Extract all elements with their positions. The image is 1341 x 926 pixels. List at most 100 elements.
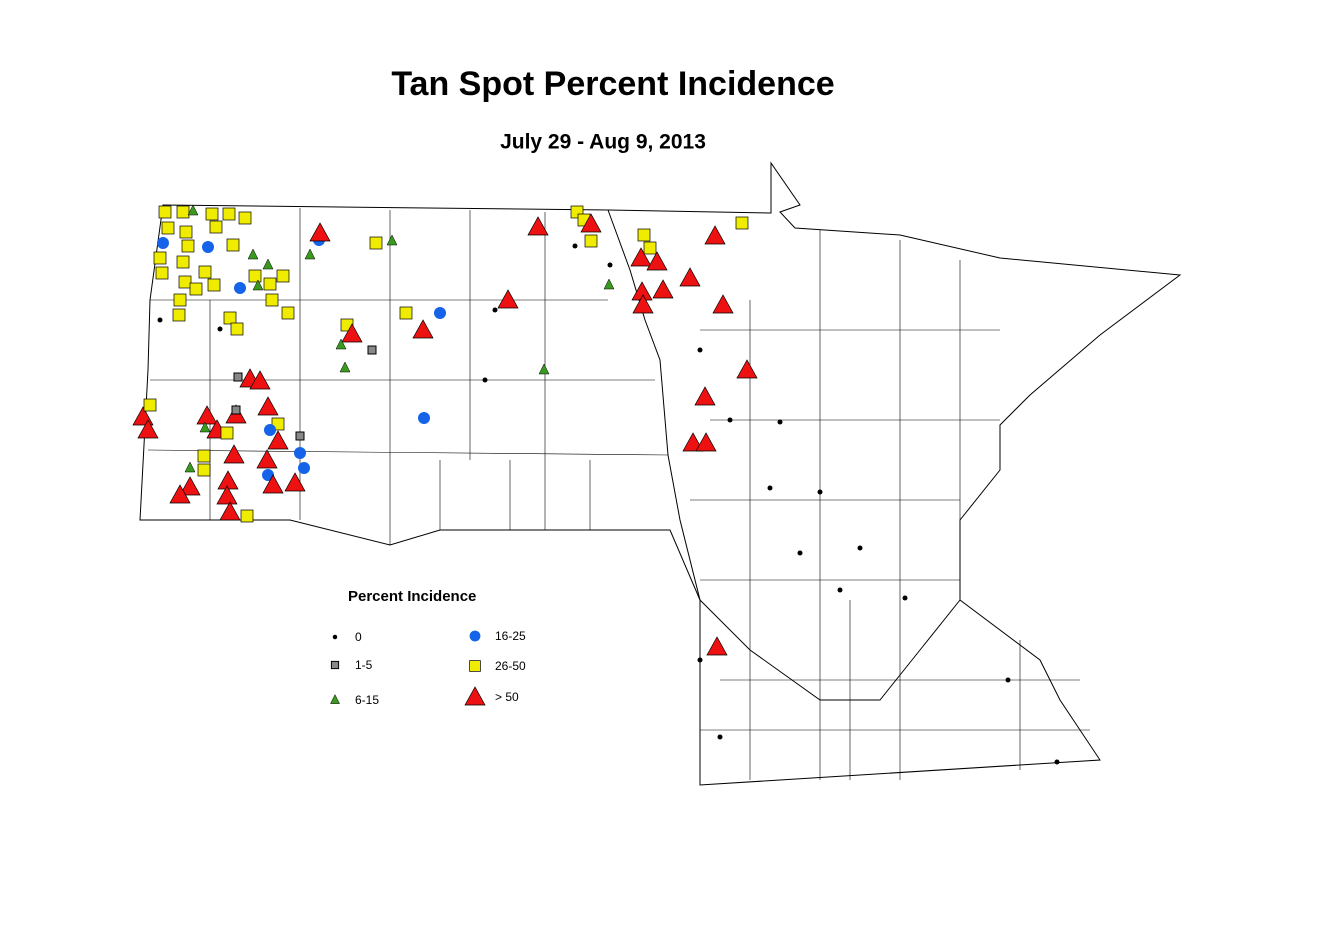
site-triangle bbox=[538, 363, 550, 375]
site-dot bbox=[492, 307, 498, 313]
site-square bbox=[179, 225, 193, 239]
site-square bbox=[197, 449, 211, 463]
site-dot bbox=[572, 243, 578, 249]
site-dot bbox=[767, 485, 773, 491]
legend-label: 6-15 bbox=[355, 693, 379, 707]
site-square bbox=[155, 266, 169, 280]
site-square bbox=[198, 265, 212, 279]
site-dot bbox=[157, 317, 163, 323]
legend-items: 0 1-5 6-15 16-25 26-50 > 50 bbox=[330, 629, 526, 707]
counties bbox=[147, 208, 1090, 780]
site-triangle bbox=[262, 474, 284, 494]
site-square bbox=[469, 660, 481, 672]
site-triangle bbox=[527, 216, 549, 236]
site-dot bbox=[717, 734, 723, 740]
river-border bbox=[699, 599, 961, 701]
site-square bbox=[240, 509, 254, 523]
site-circle bbox=[469, 630, 481, 642]
legend: Percent Incidence 0 1-5 6-15 16-25 26-50 > 50 bbox=[330, 588, 526, 707]
site-square bbox=[276, 269, 290, 283]
site-circle bbox=[434, 307, 446, 319]
site-circle bbox=[264, 424, 276, 436]
site-triangle bbox=[695, 432, 717, 452]
region-outline bbox=[139, 161, 1182, 786]
site-circle bbox=[294, 447, 306, 459]
site-triangle bbox=[497, 289, 519, 309]
site-square bbox=[248, 269, 262, 283]
site-square bbox=[367, 345, 377, 355]
site-triangle bbox=[137, 419, 159, 439]
site-circle bbox=[157, 237, 169, 249]
site-square bbox=[158, 205, 172, 219]
site-triangle bbox=[169, 484, 191, 504]
site-triangle bbox=[682, 432, 704, 452]
legend-title: Percent Incidence bbox=[348, 588, 476, 605]
site-triangle bbox=[304, 248, 316, 260]
site-circle bbox=[202, 241, 214, 253]
site-triangle bbox=[257, 396, 279, 416]
site-square bbox=[143, 398, 157, 412]
site-triangle bbox=[267, 430, 289, 450]
site-triangle bbox=[712, 294, 734, 314]
site-triangle bbox=[309, 222, 331, 242]
site-triangle bbox=[252, 279, 264, 291]
site-square bbox=[226, 238, 240, 252]
markers bbox=[132, 204, 1060, 765]
state-borders bbox=[139, 161, 1182, 786]
site-dot bbox=[837, 587, 843, 593]
site-triangle bbox=[704, 225, 726, 245]
subtitle: July 29 - Aug 9, 2013 bbox=[500, 131, 706, 154]
site-square bbox=[369, 236, 383, 250]
site-dot bbox=[607, 262, 613, 268]
site-triangle bbox=[632, 294, 654, 314]
site-square bbox=[209, 220, 223, 234]
site-square bbox=[263, 277, 277, 291]
site-square bbox=[238, 211, 252, 225]
site-dot bbox=[1005, 677, 1011, 683]
site-dot bbox=[797, 550, 803, 556]
site-triangle bbox=[249, 370, 271, 390]
river-border bbox=[607, 209, 701, 601]
site-square bbox=[173, 293, 187, 307]
legend-label: 16-25 bbox=[495, 629, 526, 643]
site-square bbox=[207, 278, 221, 292]
site-dot bbox=[902, 595, 908, 601]
site-circle bbox=[234, 282, 246, 294]
site-square bbox=[231, 405, 241, 415]
legend-label: 26-50 bbox=[495, 659, 526, 673]
site-square bbox=[222, 207, 236, 221]
site-triangle bbox=[196, 405, 218, 425]
site-triangle bbox=[679, 267, 701, 287]
legend-label: > 50 bbox=[495, 690, 519, 704]
site-square bbox=[197, 463, 211, 477]
site-square bbox=[181, 239, 195, 253]
site-square bbox=[153, 251, 167, 265]
site-triangle bbox=[262, 258, 274, 270]
site-triangle bbox=[219, 501, 241, 521]
site-square bbox=[205, 207, 219, 221]
site-triangle bbox=[694, 386, 716, 406]
site-triangle bbox=[646, 251, 668, 271]
site-triangle bbox=[736, 359, 758, 379]
site-triangle bbox=[412, 319, 434, 339]
site-square bbox=[735, 216, 749, 230]
county-line bbox=[147, 449, 669, 456]
site-square bbox=[230, 322, 244, 336]
site-dot bbox=[482, 377, 488, 383]
site-square bbox=[295, 431, 305, 441]
site-triangle bbox=[464, 686, 486, 706]
site-triangle bbox=[216, 485, 238, 505]
site-triangle bbox=[179, 476, 201, 496]
site-triangle bbox=[217, 470, 239, 490]
site-dot bbox=[777, 419, 783, 425]
site-circle bbox=[418, 412, 430, 424]
site-triangle bbox=[247, 248, 259, 260]
site-square bbox=[189, 282, 203, 296]
legend-label: 0 bbox=[355, 630, 362, 644]
site-square bbox=[223, 311, 237, 325]
site-square bbox=[637, 228, 651, 242]
site-dot bbox=[857, 545, 863, 551]
site-triangle bbox=[386, 234, 398, 246]
